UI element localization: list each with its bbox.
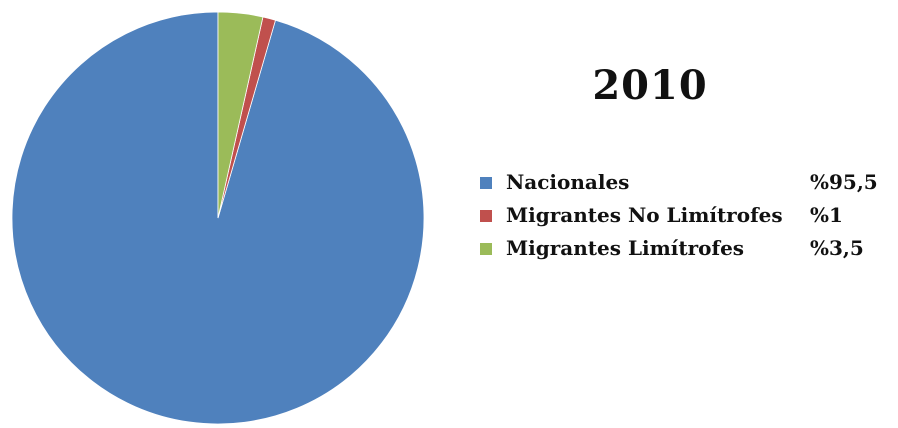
legend-value-migrantes-limitrofes: %3,5	[810, 236, 864, 260]
legend-swatch-nacionales	[480, 177, 492, 189]
legend-label-migrantes-limitrofes: Migrantes Limítrofes	[506, 236, 745, 260]
legend-item-migrantes-limitrofes: Migrantes Limítrofes %3,5	[480, 232, 890, 265]
legend-item-nacionales: Nacionales %95,5	[480, 166, 890, 199]
legend-item-migrantes-no-limitrofes: Migrantes No Limítrofes %1	[480, 199, 890, 232]
legend-value-nacionales: %95,5	[810, 170, 878, 194]
legend-value-migrantes-no-limitrofes: %1	[810, 203, 843, 227]
chart-title: 2010	[592, 62, 708, 109]
legend-label-migrantes-no-limitrofes: Migrantes No Limítrofes	[506, 203, 783, 227]
legend: Nacionales %95,5 Migrantes No Limítrofes…	[480, 166, 890, 265]
legend-swatch-migrantes-no-limitrofes	[480, 210, 492, 222]
legend-label-nacionales: Nacionales	[506, 170, 630, 194]
pie-slice-migrantes-limitrofes	[217, 11, 264, 219]
legend-swatch-migrantes-limitrofes	[480, 243, 492, 255]
